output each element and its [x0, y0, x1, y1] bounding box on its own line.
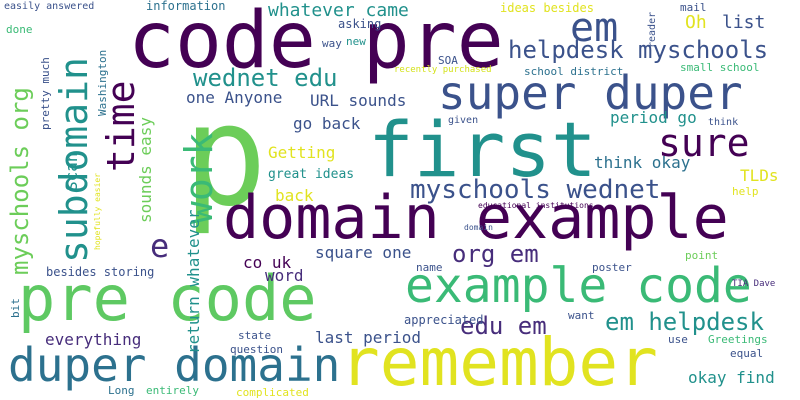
cloud-word: pre code	[18, 262, 317, 335]
cloud-word: use	[668, 333, 688, 346]
cloud-word: em helpdesk	[605, 308, 764, 336]
cloud-word: asking	[338, 17, 382, 31]
cloud-word: org em	[452, 240, 539, 268]
cloud-word: word	[265, 266, 304, 285]
cloud-word: great ideas	[268, 167, 355, 182]
cloud-word: think	[708, 117, 739, 128]
cloud-word: equal	[730, 347, 764, 360]
cloud-word: name	[416, 261, 443, 274]
cloud-word: okay find	[688, 368, 775, 387]
cloud-word: helpdesk myschools	[508, 36, 769, 64]
cloud-word: easily answered	[4, 1, 95, 12]
cloud-word: super duper	[438, 66, 743, 120]
cloud-word: duper domain	[8, 338, 341, 392]
cloud-word: entirely	[146, 384, 199, 397]
cloud-word: point	[685, 249, 719, 262]
cloud-word: URL sounds	[310, 91, 407, 110]
cloud-word: bit	[9, 298, 22, 318]
cloud-word: poster	[592, 261, 632, 274]
cloud-word: complicated	[236, 386, 309, 399]
cloud-word: p	[183, 75, 268, 238]
cloud-word: period go	[610, 108, 697, 127]
cloud-word: return whatever	[184, 209, 203, 355]
cloud-word: co uk	[243, 253, 292, 272]
cloud-word: information	[146, 0, 226, 13]
cloud-word: new	[346, 35, 366, 48]
cloud-word: educational institutions	[478, 201, 594, 210]
cloud-word: Oh	[685, 12, 707, 33]
cloud-word: question	[230, 343, 283, 356]
cloud-word: SOA	[438, 54, 458, 67]
cloud-word: domain	[464, 223, 493, 232]
cloud-word: want	[568, 309, 595, 322]
cloud-word: appreciated	[404, 313, 484, 327]
cloud-word: pretty much	[39, 57, 52, 130]
cloud-word: wednet edu	[193, 64, 338, 92]
cloud-word: edu em	[460, 312, 547, 340]
cloud-word: everything	[45, 330, 142, 349]
cloud-word: e	[150, 227, 170, 265]
cloud-word: Greetings	[708, 333, 768, 346]
cloud-word: Washington	[96, 49, 109, 116]
cloud-word: recently purchased	[394, 65, 492, 75]
cloud-word: state	[238, 329, 272, 342]
cloud-word: go back	[293, 114, 361, 133]
cloud-word: help	[732, 185, 759, 198]
cloud-word: TIA Dave	[732, 279, 776, 289]
cloud-word: first	[368, 105, 597, 194]
cloud-word: hopefully easier	[93, 172, 102, 250]
cloud-word: list	[722, 12, 766, 33]
cloud-word: reader	[647, 11, 658, 48]
cloud-word: whatever came	[268, 0, 409, 21]
cloud-word: TLDs	[740, 166, 779, 185]
cloud-word: square one	[315, 243, 412, 262]
cloud-word: ideas besides	[500, 1, 594, 15]
cloud-word: way	[322, 37, 342, 50]
cloud-word: Getting	[268, 143, 336, 162]
cloud-word: school district	[524, 65, 624, 78]
cloud-word: Long	[108, 384, 135, 397]
cloud-word: last period	[315, 328, 421, 347]
cloud-word: small school	[680, 61, 760, 74]
cloud-word: myschools org	[6, 87, 34, 275]
cloud-word: Scan	[62, 152, 81, 191]
cloud-word: remember	[340, 324, 658, 400]
cloud-word: think okay	[594, 153, 691, 172]
cloud-word: given	[448, 115, 479, 126]
cloud-word: em	[570, 5, 619, 51]
cloud-word: mail	[680, 1, 707, 14]
cloud-word: example code	[405, 258, 752, 314]
cloud-word: one Anyone	[186, 88, 283, 107]
cloud-word: domain example	[223, 183, 729, 253]
cloud-word: myschools wednet	[410, 175, 661, 205]
cloud-word: code pre	[128, 0, 504, 86]
cloud-word: done	[6, 23, 33, 36]
cloud-word: sure	[658, 121, 750, 165]
cloud-word: sounds easy	[136, 117, 155, 223]
cloud-word: back	[275, 186, 314, 205]
cloud-word: besides storing	[46, 265, 155, 279]
